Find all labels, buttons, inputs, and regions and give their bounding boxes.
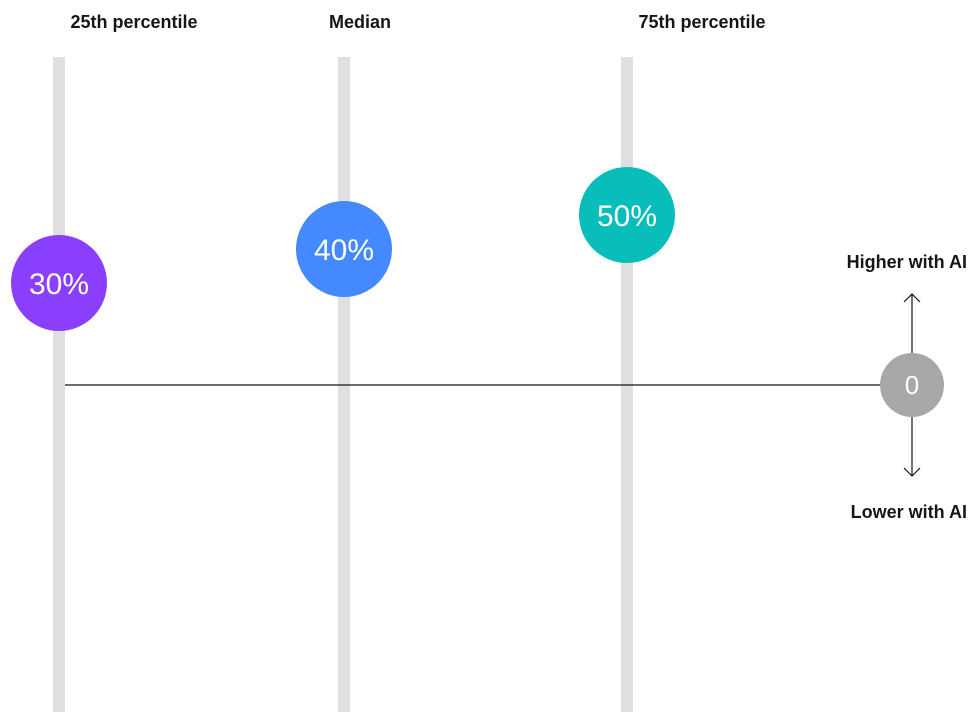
category-label: 75th percentile	[638, 12, 765, 32]
category-label: Median	[329, 12, 391, 32]
down-arrow-icon	[903, 467, 921, 477]
value-point	[296, 201, 392, 297]
value-point	[11, 235, 107, 331]
lower-label: Lower with AI	[851, 502, 967, 522]
value-label: 40%	[314, 234, 374, 267]
category-label: 25th percentile	[70, 12, 197, 32]
up-arrow-icon	[903, 293, 921, 303]
value-label: 50%	[597, 200, 657, 233]
higher-label: Higher with AI	[847, 252, 967, 272]
baseline-point	[880, 353, 944, 417]
percentile-column	[53, 57, 65, 712]
baseline-label: 0	[905, 370, 919, 400]
value-point	[579, 167, 675, 263]
value-label: 30%	[29, 268, 89, 301]
